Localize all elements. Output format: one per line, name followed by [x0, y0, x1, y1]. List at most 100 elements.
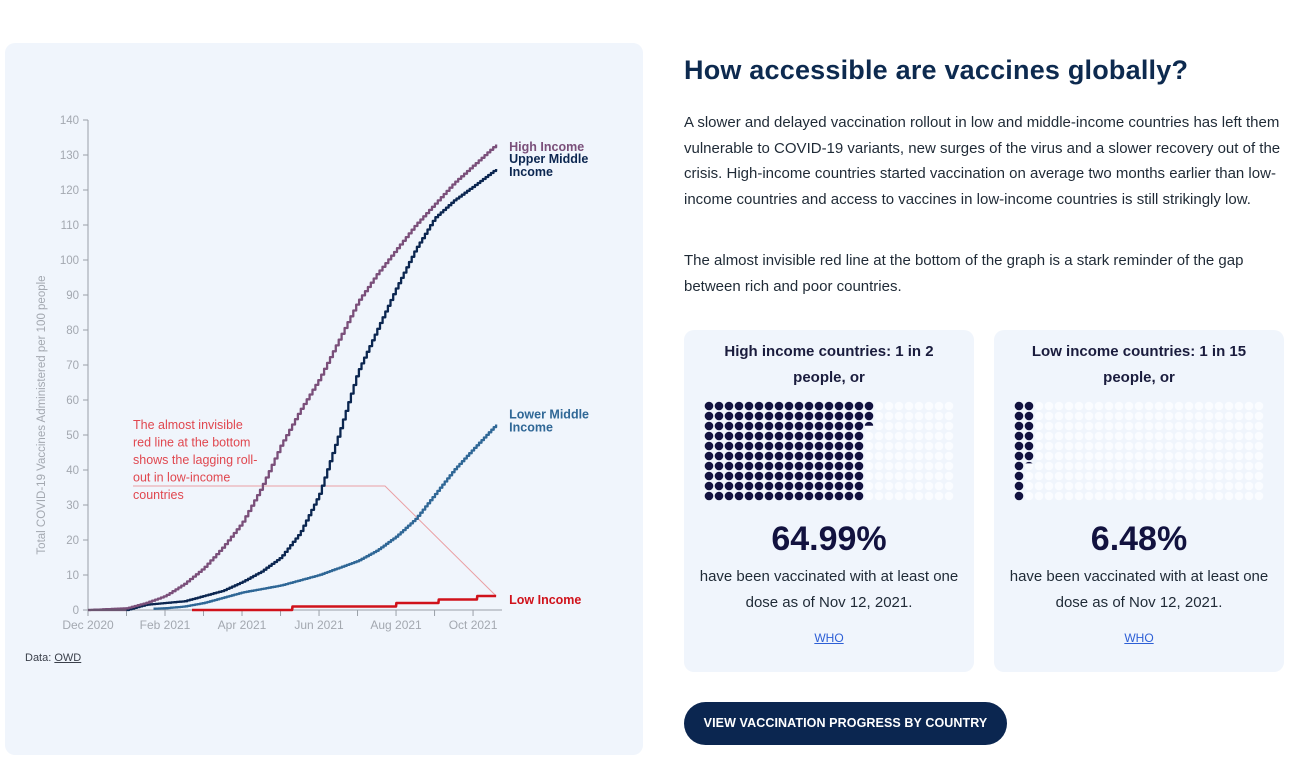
waffle-dot-empty — [1044, 411, 1054, 421]
waffle-dot-empty — [1144, 461, 1154, 471]
waffle-dot-empty — [1114, 441, 1124, 451]
waffle-dot-empty — [1144, 491, 1154, 501]
waffle-dot-empty — [1184, 421, 1194, 431]
waffle-dot-filled — [724, 451, 734, 461]
waffle-dot-empty — [1074, 421, 1084, 431]
waffle-dot-empty — [1114, 471, 1124, 481]
waffle-dot-filled — [854, 421, 864, 431]
waffle-dot-empty — [1214, 451, 1224, 461]
waffle-dot-empty — [1164, 451, 1174, 461]
waffle-dot-empty — [934, 471, 944, 481]
waffle-dot-empty — [944, 441, 954, 451]
waffle-dot-empty — [914, 471, 924, 481]
waffle-dot-filled — [854, 451, 864, 461]
waffle-dot-empty — [1184, 431, 1194, 441]
waffle-dot-filled — [734, 461, 744, 471]
waffle-dot-filled — [714, 451, 724, 461]
waffle-dot-empty — [1154, 421, 1164, 431]
waffle-dot-filled — [804, 401, 814, 411]
waffle-dot-empty — [874, 421, 884, 431]
waffle-dot-filled — [794, 481, 804, 491]
waffle-dot-empty — [1184, 491, 1194, 501]
waffle-dot-filled — [804, 451, 814, 461]
waffle-dot-filled — [754, 491, 764, 501]
who-source-link[interactable]: WHO — [1124, 631, 1154, 645]
waffle-dot-empty — [894, 461, 904, 471]
chart-panel: 0 10 20 30 40 50 60 70 80 90 100 110 120 130 140 Total … — [5, 43, 643, 755]
waffle-dot-empty — [1104, 431, 1114, 441]
waffle-dot-empty — [1064, 401, 1074, 411]
y-tick-label: 110 — [61, 220, 79, 232]
waffle-dot-filled — [844, 461, 854, 471]
waffle-dot-filled — [764, 431, 774, 441]
waffle-dot-partial — [1025, 461, 1033, 464]
low-income-card: Low income countries: 1 in 15 people, or… — [994, 330, 1284, 672]
waffle-dot-empty — [1064, 491, 1074, 501]
waffle-dot-empty — [924, 471, 934, 481]
waffle-dot-empty — [1254, 451, 1264, 461]
view-vaccination-progress-button[interactable]: VIEW VACCINATION PROGRESS BY COUNTRY — [684, 702, 1007, 745]
waffle-dot-empty — [864, 491, 874, 501]
waffle-dot-filled — [764, 481, 774, 491]
waffle-dot-filled — [1024, 451, 1034, 461]
waffle-dot-filled — [814, 441, 824, 451]
waffle-dot-empty — [944, 491, 954, 501]
y-tick-label: 80 — [66, 325, 79, 337]
waffle-dot-filled — [814, 491, 824, 501]
waffle-dot-empty — [1044, 441, 1054, 451]
waffle-dot-filled — [754, 481, 764, 491]
waffle-dot-empty — [1134, 411, 1144, 421]
waffle-dot-empty — [914, 401, 924, 411]
waffle-dot-filled — [794, 461, 804, 471]
waffle-dot-empty — [1034, 401, 1044, 411]
waffle-dot-empty — [1054, 431, 1064, 441]
waffle-dot-filled — [744, 471, 754, 481]
waffle-dot-empty — [1114, 461, 1124, 471]
waffle-dot-empty — [1034, 481, 1044, 491]
waffle-dot-empty — [884, 461, 894, 471]
waffle-dot-empty — [1194, 431, 1204, 441]
waffle-dot-filled — [824, 441, 834, 451]
waffle-dot-empty — [874, 461, 884, 471]
waffle-dot-filled — [1014, 491, 1024, 501]
who-source-link[interactable]: WHO — [814, 631, 844, 645]
chart-source-link[interactable]: OWD — [54, 652, 82, 664]
y-tick-label: 120 — [60, 185, 79, 197]
waffle-dot-empty — [1184, 401, 1194, 411]
waffle-dot-filled — [784, 461, 794, 471]
waffle-dot-filled — [764, 491, 774, 501]
waffle-dot-empty — [1234, 421, 1244, 431]
waffle-dot-empty — [1124, 481, 1134, 491]
waffle-dot-filled — [754, 441, 764, 451]
waffle-dot-filled — [844, 411, 854, 421]
waffle-dot-empty — [1084, 421, 1094, 431]
waffle-dot-empty — [894, 491, 904, 501]
waffle-dot-filled — [784, 471, 794, 481]
waffle-dot-empty — [874, 471, 884, 481]
waffle-dot-empty — [1174, 441, 1184, 451]
waffle-dot-filled — [764, 471, 774, 481]
waffle-dot-empty — [904, 421, 914, 431]
waffle-dot-filled — [704, 451, 714, 461]
waffle-dot-empty — [894, 441, 904, 451]
waffle-dot-filled — [754, 401, 764, 411]
waffle-dot-empty — [1074, 411, 1084, 421]
waffle-dot-filled — [824, 481, 834, 491]
waffle-chart-high-income — [704, 401, 954, 501]
waffle-dot-filled — [774, 471, 784, 481]
waffle-dot-empty — [1064, 411, 1074, 421]
waffle-dot-filled — [754, 461, 764, 471]
waffle-dot-empty — [1044, 421, 1054, 431]
waffle-dot-empty — [1184, 471, 1194, 481]
waffle-dot-empty — [1044, 481, 1054, 491]
waffle-dot-empty — [1094, 491, 1104, 501]
waffle-dot-filled — [724, 471, 734, 481]
waffle-dot-filled — [824, 471, 834, 481]
waffle-dot-empty — [1164, 401, 1174, 411]
waffle-dot-filled — [734, 441, 744, 451]
series-line-low-income — [192, 594, 497, 612]
waffle-dot-empty — [1084, 451, 1094, 461]
waffle-dot-empty — [1044, 431, 1054, 441]
waffle-dot-empty — [1124, 491, 1134, 501]
